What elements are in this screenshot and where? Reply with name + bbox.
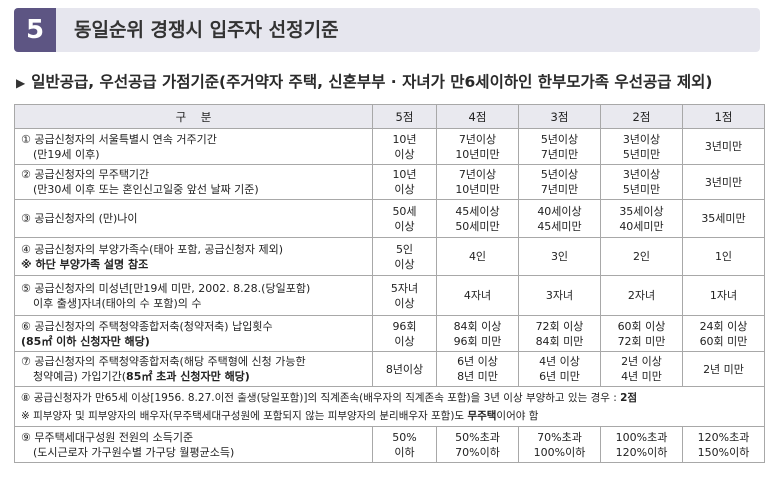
cell-4pt: 84회 이상 96회 미만 [436, 315, 519, 352]
table-row: ① 공급신청자의 서울특별시 연속 거주기간 (만19세 이후) 10년 이상 7… [14, 128, 765, 165]
cell-3pt: 40세이상 45세미만 [518, 199, 601, 238]
table-row: ④ 공급신청자의 부양가족수(태아 포함, 공급신청자 제외) ※ 하단 부양가… [14, 237, 765, 276]
cell-5pt: 50% 이하 [372, 426, 437, 463]
table-row: ② 공급신청자의 무주택기간 (만30세 이후 또는 혼인신고일중 앞선 날짜 … [14, 164, 765, 200]
cell-5pt: 10년 이상 [372, 164, 437, 200]
subsection-title-text: 일반공급, 우선공급 가점기준(주거약자 주택, 신혼부부 · 자녀가 만6세이… [31, 73, 713, 91]
triangle-bullet-icon: ▶ [16, 76, 26, 90]
row-label: ⑨ 무주택세대구성원 전원의 소득기준 (도시근로자 가구원수별 가구당 월평균… [14, 426, 373, 463]
cell-2pt: 3년이상 5년미만 [600, 164, 683, 200]
row-note-bold: ※ 하단 부양가족 설명 참조 [21, 257, 149, 271]
cell-4pt: 7년이상 10년미만 [436, 128, 519, 165]
cell-1pt: 2년 미만 [682, 351, 765, 387]
section-number-badge: 5 [14, 8, 56, 52]
header-1pt: 1점 [682, 104, 765, 129]
table-row: ⑧ 공급신청자가 만65세 이상[1956. 8.27.이전 출생(당일포함)]… [14, 386, 765, 427]
cell-2pt: 2인 [600, 237, 683, 276]
row-label: ④ 공급신청자의 부양가족수(태아 포함, 공급신청자 제외) ※ 하단 부양가… [14, 237, 373, 276]
row-label: ② 공급신청자의 무주택기간 (만30세 이후 또는 혼인신고일중 앞선 날짜 … [14, 164, 373, 200]
table-row: ⑥ 공급신청자의 주택청약종합저축(청약저축) 납입횟수 (85㎡ 이하 신청자… [14, 315, 765, 352]
cell-4pt: 45세이상 50세미만 [436, 199, 519, 238]
table-header-row: 구 분 5점 4점 3점 2점 1점 [14, 104, 765, 129]
row-label: ⑥ 공급신청자의 주택청약종합저축(청약저축) 납입횟수 (85㎡ 이하 신청자… [14, 315, 373, 352]
scoring-criteria-table: 구 분 5점 4점 3점 2점 1점 ① 공급신청자의 서울특별시 연속 거주기… [14, 104, 765, 463]
table-row: ⑨ 무주택세대구성원 전원의 소득기준 (도시근로자 가구원수별 가구당 월평균… [14, 426, 765, 463]
header-2pt: 2점 [600, 104, 683, 129]
cell-3pt: 70%초과 100%이하 [518, 426, 601, 463]
cell-5pt: 96회 이상 [372, 315, 437, 352]
header-5pt: 5점 [372, 104, 437, 129]
cell-3pt: 5년이상 7년미만 [518, 164, 601, 200]
cell-4pt: 50%초과 70%이하 [436, 426, 519, 463]
table-row: ⑦ 공급신청자의 주택청약종합저축(해당 주택형에 신청 가능한 청약예금) 가… [14, 351, 765, 387]
cell-2pt: 35세이상 40세미만 [600, 199, 683, 238]
cell-3pt: 72회 이상 84회 미만 [518, 315, 601, 352]
row-label: ① 공급신청자의 서울특별시 연속 거주기간 (만19세 이후) [14, 128, 373, 165]
cell-3pt: 4년 이상 6년 미만 [518, 351, 601, 387]
cell-5pt: 5인 이상 [372, 237, 437, 276]
cell-5pt: 8년이상 [372, 351, 437, 387]
cell-2pt: 2년 이상 4년 미만 [600, 351, 683, 387]
cell-3pt: 3자녀 [518, 275, 601, 316]
cell-4pt: 4인 [436, 237, 519, 276]
cell-4pt: 6년 이상 8년 미만 [436, 351, 519, 387]
header-4pt: 4점 [436, 104, 519, 129]
cell-2pt: 100%초과 120%이하 [600, 426, 683, 463]
row-note-bold: (85㎡ 이하 신청자만 해당) [21, 334, 150, 348]
cell-4pt: 4자녀 [436, 275, 519, 316]
row-label: ③ 공급신청자의 (만)나이 [14, 199, 373, 238]
cell-2pt: 2자녀 [600, 275, 683, 316]
row-label-merged: ⑧ 공급신청자가 만65세 이상[1956. 8.27.이전 출생(당일포함)]… [14, 386, 765, 427]
cell-2pt: 60회 이상 72회 미만 [600, 315, 683, 352]
cell-1pt: 1인 [682, 237, 765, 276]
table-row: ⑤ 공급신청자의 미성년[만19세 미만, 2002. 8.28.(당일포함) … [14, 275, 765, 316]
cell-1pt: 24회 이상 60회 미만 [682, 315, 765, 352]
subsection-title: ▶ 일반공급, 우선공급 가점기준(주거약자 주택, 신혼부부 · 자녀가 만6세… [16, 70, 766, 92]
cell-5pt: 10년 이상 [372, 128, 437, 165]
cell-1pt: 3년미만 [682, 164, 765, 200]
section-header-bar [14, 8, 760, 52]
cell-1pt: 35세미만 [682, 199, 765, 238]
row-label: ⑤ 공급신청자의 미성년[만19세 미만, 2002. 8.28.(당일포함) … [14, 275, 373, 316]
table-row: ③ 공급신청자의 (만)나이 50세 이상 45세이상 50세미만 40세이상 45세… [14, 199, 765, 238]
cell-1pt: 1자녀 [682, 275, 765, 316]
cell-1pt: 120%초과 150%이하 [682, 426, 765, 463]
row-label: ⑦ 공급신청자의 주택청약종합저축(해당 주택형에 신청 가능한 청약예금) 가… [14, 351, 373, 387]
cell-3pt: 5년이상 7년미만 [518, 128, 601, 165]
cell-5pt: 50세 이상 [372, 199, 437, 238]
cell-3pt: 3인 [518, 237, 601, 276]
header-category: 구 분 [14, 104, 373, 129]
cell-5pt: 5자녀 이상 [372, 275, 437, 316]
header-3pt: 3점 [518, 104, 601, 129]
cell-1pt: 3년미만 [682, 128, 765, 165]
cell-4pt: 7년이상 10년미만 [436, 164, 519, 200]
cell-2pt: 3년이상 5년미만 [600, 128, 683, 165]
section-title: 동일순위 경쟁시 입주자 선정기준 [74, 19, 339, 41]
